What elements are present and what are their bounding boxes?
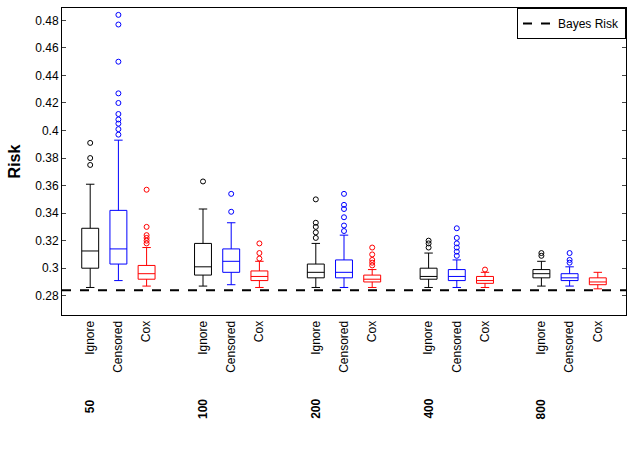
svg-text:0.42: 0.42 <box>35 96 59 110</box>
svg-text:Censored: Censored <box>224 321 238 373</box>
svg-text:Ignore: Ignore <box>83 320 97 354</box>
svg-text:Bayes Risk: Bayes Risk <box>558 17 619 31</box>
svg-text:0.46: 0.46 <box>35 41 59 55</box>
svg-text:0.28: 0.28 <box>35 289 59 303</box>
svg-text:800: 800 <box>534 399 548 419</box>
svg-text:0.34: 0.34 <box>35 206 59 220</box>
svg-text:Ignore: Ignore <box>309 320 323 354</box>
svg-text:400: 400 <box>422 398 436 418</box>
svg-text:Ignore: Ignore <box>534 320 548 354</box>
svg-text:Ignore: Ignore <box>422 320 436 354</box>
svg-text:Cox: Cox <box>252 321 266 342</box>
svg-text:Censored: Censored <box>450 321 464 373</box>
svg-text:0.36: 0.36 <box>35 179 59 193</box>
svg-text:Censored: Censored <box>563 321 577 373</box>
svg-text:Cox: Cox <box>140 321 154 342</box>
svg-text:0.4: 0.4 <box>42 124 59 138</box>
svg-text:Risk: Risk <box>6 145 23 179</box>
svg-text:0.48: 0.48 <box>35 14 59 28</box>
svg-text:0.44: 0.44 <box>35 69 59 83</box>
svg-text:0.3: 0.3 <box>42 261 59 275</box>
svg-text:100: 100 <box>196 399 210 419</box>
svg-text:0.38: 0.38 <box>35 151 59 165</box>
svg-text:Censored: Censored <box>111 321 125 373</box>
svg-text:Censored: Censored <box>337 321 351 373</box>
svg-text:0.32: 0.32 <box>35 234 59 248</box>
svg-text:Cox: Cox <box>365 321 379 342</box>
svg-text:Cox: Cox <box>478 321 492 342</box>
svg-text:Cox: Cox <box>591 321 605 342</box>
svg-text:200: 200 <box>309 398 323 418</box>
svg-text:Ignore: Ignore <box>196 320 210 354</box>
svg-text:50: 50 <box>83 400 97 414</box>
